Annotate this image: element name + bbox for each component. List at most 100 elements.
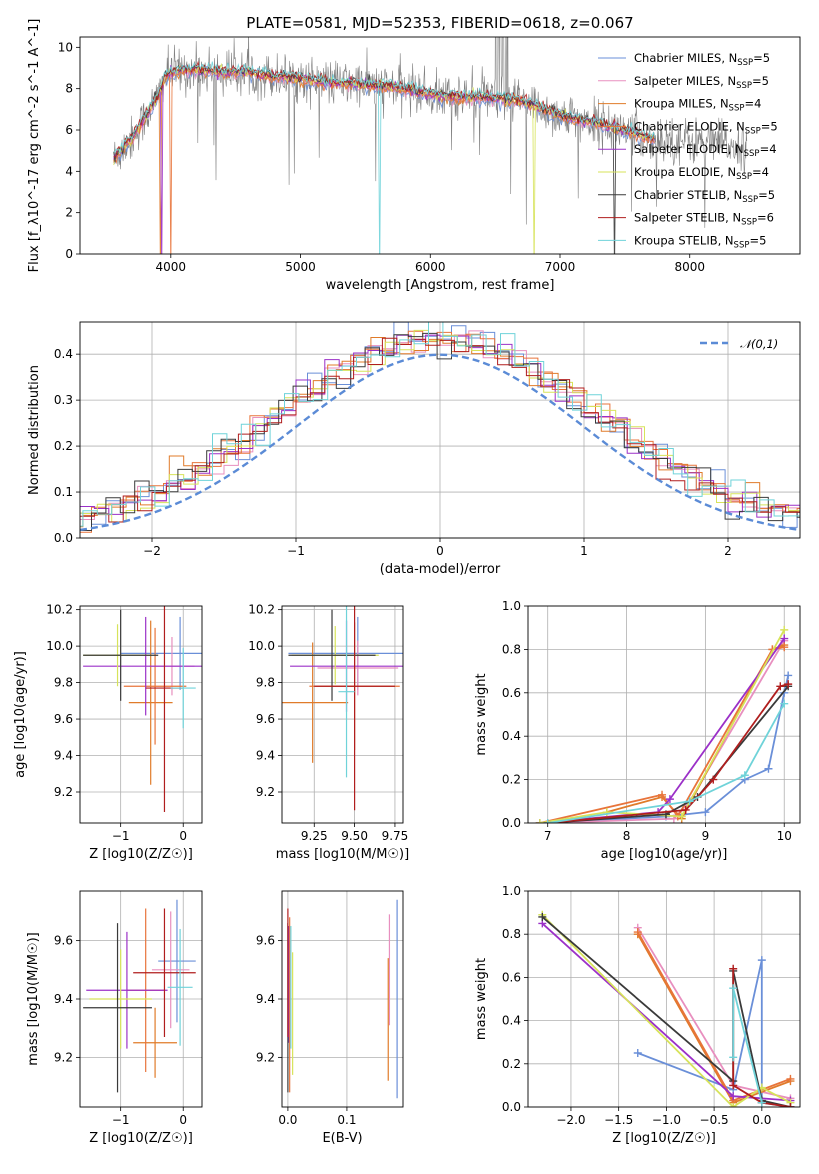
tick-label-y: 0.2 <box>502 773 521 787</box>
tick-label-y: 10.0 <box>248 639 275 653</box>
tick-label-y: 9.2 <box>256 1050 275 1064</box>
tick-label-y: 10.0 <box>46 639 73 653</box>
tick-label-y: 9.4 <box>256 992 275 1006</box>
age-vs-mass-x-axis-label: mass [log10(M/M☉)] <box>276 847 409 862</box>
tick-label-x: 8 <box>623 829 631 843</box>
mass-weight-marker <box>780 634 789 643</box>
mass-vs-Z-x-axis-label: Z [log10(Z/Z☉)] <box>89 1131 193 1146</box>
mass-weight-marker <box>786 1103 795 1107</box>
tick-label-y: 9.2 <box>54 785 73 799</box>
model-spectrum-line <box>113 60 656 158</box>
tick-label-y: 0 <box>65 247 73 261</box>
mass-weight-marker <box>665 795 674 804</box>
age-vs-mass-panel: 9.25 9.50 9.75 9.2 9.4 9.6 9.8 10.0 10.2 mass [lo… <box>248 603 409 862</box>
tick-label-x: 0.0 <box>752 1113 771 1127</box>
tick-label-y: 8 <box>65 82 73 96</box>
legend-entry: Salpeter MILES, NSSP=5 <box>634 74 769 91</box>
weight-vs-age-x-axis-label: age [log10(age/yr)] <box>601 847 728 862</box>
age-vs-Z-x-axis-label: Z [log10(Z/Z☉)] <box>89 847 193 862</box>
mass-weight-marker <box>633 928 642 937</box>
legend-entry: Kroupa MILES, NSSP=4 <box>634 97 761 114</box>
spectrum-legend: Chabrier MILES, NSSP=5 Salpeter MILES, NS… <box>598 51 778 250</box>
mass-weight-line <box>547 703 785 823</box>
weight-vs-age-plot-area <box>535 625 793 823</box>
mass-weight-marker <box>658 790 667 799</box>
tick-label-y: 10.2 <box>46 603 73 617</box>
weight-vs-age-y-axis-label: mass weight <box>474 673 489 755</box>
mass-weight-marker <box>535 819 544 823</box>
tick-label-y: 0.8 <box>502 927 521 941</box>
residuals-plot-area <box>80 322 800 533</box>
tick-label-y: 9.4 <box>256 749 275 763</box>
tick-label-y: 9.6 <box>54 712 73 726</box>
mass-weight-marker <box>633 1049 642 1057</box>
mass-vs-EBV-frame <box>281 890 404 1108</box>
weight-vs-age-panel: 7 8 9 10 0.0 0.2 0.4 0.6 0.8 1.0 age [log10(age/yr… <box>474 599 801 862</box>
age-vs-mass-plot-area <box>282 606 403 811</box>
residual-histogram-step <box>80 332 800 531</box>
tick-label-y: 9.8 <box>54 676 73 690</box>
spectrum-plot-area <box>113 37 748 254</box>
mass-weight-marker <box>780 699 789 708</box>
tick-label-x: 9.25 <box>301 829 328 843</box>
mass-weight-marker <box>677 812 686 821</box>
legend-entry: Salpeter ELODIE, NSSP=4 <box>634 142 777 159</box>
tick-label-x: 0.0 <box>278 1113 297 1127</box>
tick-label-x: 2 <box>724 544 732 558</box>
mass-weight-marker <box>685 797 694 806</box>
mass-weight-marker <box>776 682 785 691</box>
tick-label-x: 8000 <box>674 260 705 274</box>
mass-weight-marker <box>729 1081 738 1090</box>
tick-label-y: 0.4 <box>502 729 521 743</box>
residuals-x-axis-label: (data-model)/error <box>380 562 501 577</box>
mass-weight-marker <box>729 1103 738 1107</box>
mass-weight-marker <box>757 956 766 965</box>
weight-vs-age-frame <box>527 605 801 824</box>
tick-label-y: 0.4 <box>54 347 73 361</box>
spectrum-frame <box>79 36 801 255</box>
tick-label-y: 0.6 <box>502 686 521 700</box>
mass-weight-line <box>547 640 785 823</box>
tick-label-x: 0.1 <box>337 1113 356 1127</box>
tick-label-x: 9 <box>702 829 710 843</box>
tick-label-y: 0.1 <box>54 485 73 499</box>
mass-weight-marker <box>701 808 710 817</box>
age-vs-mass-grid <box>282 606 403 823</box>
tick-label-x: −1.0 <box>652 1113 681 1127</box>
residual-histogram-step <box>80 337 800 523</box>
spectrum-panel: 4000 5000 6000 7000 8000 0 2 4 6 8 10 wavelength [A… <box>27 19 801 293</box>
mass-weight-marker <box>681 805 690 814</box>
weight-vs-Z-x-axis-label: Z [log10(Z/Z☉)] <box>612 1131 716 1146</box>
spectrum-y-axis-label: Flux [f_λ10^-17 erg cm^-2 s^-1 A^-1] <box>27 19 42 273</box>
mass-vs-Z-y-axis-label: mass [log10(M/M☉)] <box>26 932 41 1065</box>
age-vs-Z-frame <box>79 605 203 824</box>
residual-histogram-step <box>80 335 800 528</box>
tick-label-x: 4000 <box>156 260 187 274</box>
tick-label-x: 7 <box>544 829 552 843</box>
mass-vs-EBV-plot-area <box>287 899 398 1099</box>
legend-entry: Chabrier STELIB, NSSP=5 <box>634 188 775 205</box>
mass-vs-extinction-panel: 0.0 0.1 9.2 9.4 9.6 E(B-V) <box>256 890 404 1146</box>
tick-label-x: −1 <box>112 1113 130 1127</box>
tick-label-x: 5000 <box>285 260 316 274</box>
tick-label-y: 9.6 <box>256 934 275 948</box>
tick-label-y: 1.0 <box>502 599 521 613</box>
mass-weight-marker <box>543 819 552 823</box>
tick-label-y: 0.0 <box>502 816 521 830</box>
tick-label-y: 6 <box>65 123 73 137</box>
figure-title: PLATE=0581, MJD=52353, FIBERID=0618, z=0… <box>246 14 633 32</box>
tick-label-y: 10.2 <box>248 603 275 617</box>
tick-label-y: 0.8 <box>502 642 521 656</box>
mass-weight-marker <box>729 1053 738 1062</box>
tick-label-y: 0.3 <box>54 393 73 407</box>
age-vs-metallicity-panel: −1 0 9.2 9.4 9.6 9.8 10.0 10.2 Z [log10(Z/Z☉)] ag… <box>13 603 203 862</box>
tick-label-y: 0.0 <box>502 1100 521 1114</box>
tick-label-x: −1 <box>112 829 130 843</box>
tick-label-x: 6000 <box>415 260 446 274</box>
mass-weight-marker <box>784 671 793 680</box>
tick-label-x: 9.50 <box>341 829 368 843</box>
tick-label-x: −1.5 <box>604 1113 633 1127</box>
legend-entry: 𝒩(0,1) <box>740 337 778 351</box>
tick-label-x: −2 <box>143 544 161 558</box>
